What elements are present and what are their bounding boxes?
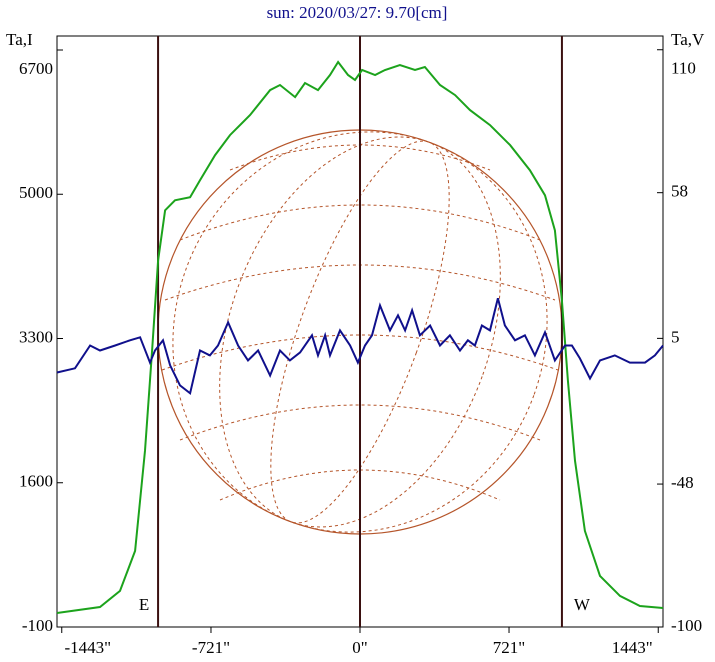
y-axis-label: Ta,I <box>6 30 33 49</box>
chart-title: sun: 2020/03/27: 9.70[cm] <box>267 3 448 22</box>
data-line <box>56 297 664 396</box>
annotation: E <box>139 595 149 614</box>
y2-tick-label: 58 <box>671 182 688 201</box>
y-tick-label: -100 <box>22 616 53 635</box>
x-tick-label: 1443" <box>612 638 653 657</box>
y-tick-label: 5000 <box>19 183 53 202</box>
y2-tick-label: 5 <box>671 327 680 346</box>
annotation: W <box>574 595 591 614</box>
x-tick-label: -1443" <box>64 638 111 657</box>
y2-tick-label: -100 <box>671 616 702 635</box>
y-tick-label: 1600 <box>19 472 53 491</box>
y-tick-label: 3300 <box>19 327 53 346</box>
x-tick-label: 0" <box>352 638 367 657</box>
y-tick-label: 6700 <box>19 59 53 78</box>
y2-tick-label: -48 <box>671 473 694 492</box>
x-tick-label: 721" <box>493 638 525 657</box>
y2-axis-label: Ta,V <box>671 30 705 49</box>
data-line <box>56 60 664 614</box>
y2-tick-label: 110 <box>671 59 696 78</box>
x-tick-label: -721" <box>192 638 230 657</box>
